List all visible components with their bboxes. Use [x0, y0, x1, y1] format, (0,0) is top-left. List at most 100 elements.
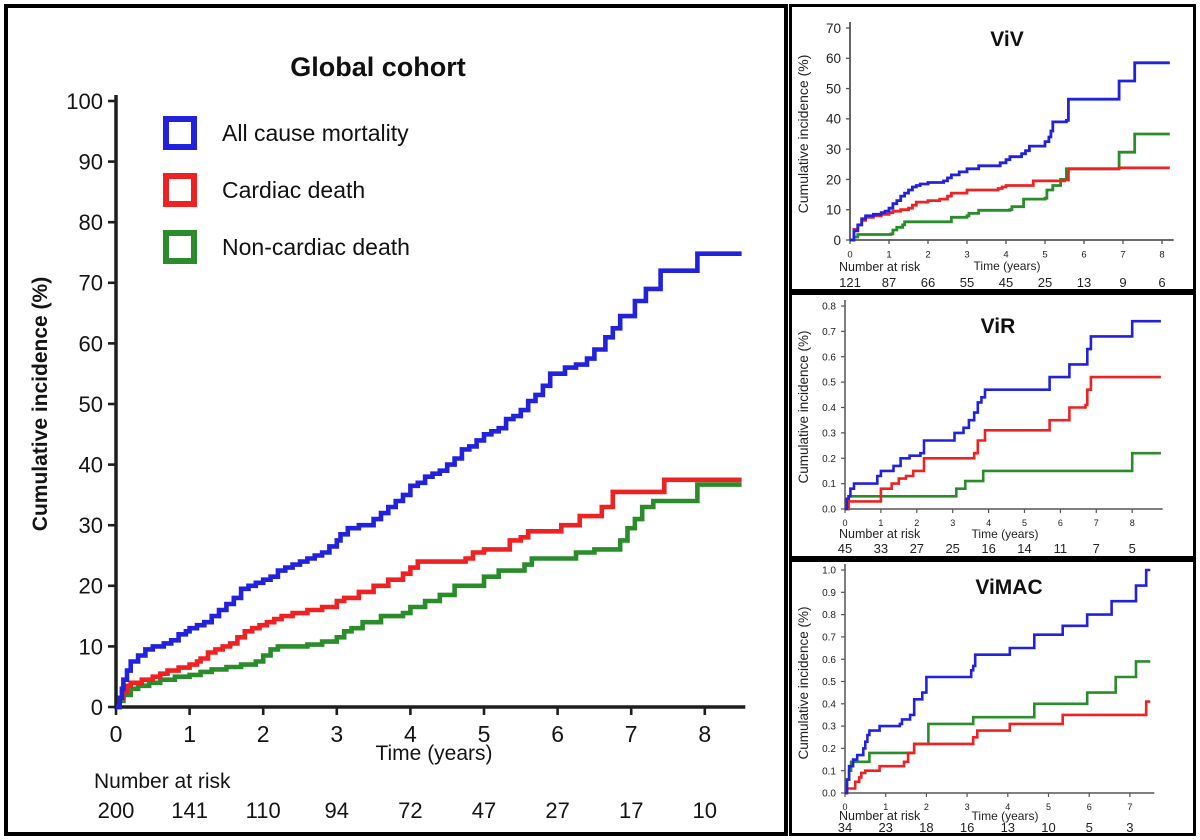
svg-text:5: 5	[1022, 518, 1027, 528]
svg-text:34: 34	[838, 820, 852, 835]
svg-text:10: 10	[693, 798, 717, 823]
legend-item-all-cause-mortality: All cause mortality	[163, 116, 410, 150]
svg-text:0: 0	[842, 518, 847, 528]
svg-text:0: 0	[833, 233, 841, 248]
svg-text:0.5: 0.5	[822, 677, 836, 688]
svg-text:0.9: 0.9	[822, 588, 836, 599]
svg-text:ViMAC: ViMAC	[975, 576, 1042, 599]
svg-text:Number at risk: Number at risk	[839, 527, 921, 541]
svg-text:45: 45	[838, 541, 852, 556]
svg-text:2: 2	[924, 802, 929, 812]
svg-text:0.1: 0.1	[822, 479, 836, 490]
svg-text:40: 40	[79, 453, 103, 478]
svg-text:0.8: 0.8	[822, 302, 836, 313]
svg-text:7: 7	[1093, 541, 1100, 556]
svg-text:1: 1	[883, 802, 888, 812]
svg-text:10: 10	[79, 634, 103, 659]
svg-text:0: 0	[842, 802, 847, 812]
svg-text:10: 10	[826, 203, 841, 218]
svg-text:3: 3	[950, 518, 955, 528]
svg-text:Cumulative incidence (%): Cumulative incidence (%)	[29, 277, 52, 531]
svg-text:6: 6	[1087, 802, 1092, 812]
svg-text:25: 25	[1038, 275, 1052, 290]
svg-text:13: 13	[1077, 275, 1091, 290]
svg-text:2: 2	[257, 721, 270, 747]
svg-text:0: 0	[110, 721, 123, 747]
svg-text:8: 8	[1130, 518, 1135, 528]
svg-text:90: 90	[79, 150, 103, 175]
svg-text:27: 27	[545, 798, 569, 823]
panel-global-cohort	[4, 4, 788, 836]
legend: All cause mortality Cardiac death Non-ca…	[163, 116, 410, 287]
svg-text:9: 9	[1119, 275, 1126, 290]
svg-text:Time (years): Time (years)	[974, 259, 1041, 273]
svg-text:6: 6	[1081, 250, 1086, 261]
svg-text:16: 16	[981, 541, 995, 556]
svg-text:5: 5	[1042, 250, 1047, 261]
svg-text:1: 1	[183, 721, 196, 747]
svg-text:Time (years): Time (years)	[972, 527, 1039, 541]
svg-text:3: 3	[330, 721, 343, 747]
svg-text:Cumulative incidence (%): Cumulative incidence (%)	[795, 55, 811, 214]
svg-text:5: 5	[1129, 541, 1136, 556]
svg-text:20: 20	[79, 574, 103, 599]
vir-chart: 0.00.10.20.30.40.50.60.70.80 1 2 3 4 5 6 7 8ViRC…	[796, 300, 1163, 556]
svg-text:50: 50	[826, 81, 841, 96]
svg-text:70: 70	[79, 271, 103, 296]
svg-text:Time (years): Time (years)	[375, 742, 492, 765]
panel-vimac	[789, 559, 1196, 836]
svg-text:0.5: 0.5	[822, 378, 836, 389]
svg-text:50: 50	[79, 392, 103, 417]
svg-text:4: 4	[1003, 250, 1008, 261]
svg-text:0.2: 0.2	[822, 744, 836, 755]
svg-text:0.7: 0.7	[822, 327, 836, 338]
non-cardiac-death-swatch-icon	[163, 230, 197, 264]
svg-text:10: 10	[1041, 820, 1055, 835]
svg-text:ViV: ViV	[990, 28, 1023, 51]
svg-text:4: 4	[986, 518, 991, 528]
svg-text:11: 11	[1054, 541, 1068, 556]
legend-item-non-cardiac-death: Non-cardiac death	[163, 230, 410, 264]
svg-text:1: 1	[886, 250, 891, 261]
svg-text:0.0: 0.0	[822, 505, 836, 516]
svg-text:17: 17	[619, 798, 643, 823]
svg-text:121: 121	[839, 275, 861, 290]
svg-text:7: 7	[625, 721, 638, 747]
svg-text:4: 4	[404, 721, 417, 747]
svg-text:Global cohort: Global cohort	[290, 52, 466, 82]
svg-text:16: 16	[960, 820, 974, 835]
svg-text:ViR: ViR	[981, 315, 1016, 338]
svg-text:0: 0	[91, 695, 103, 720]
svg-text:6: 6	[1058, 518, 1063, 528]
svg-text:0.6: 0.6	[822, 352, 836, 363]
svg-text:40: 40	[826, 112, 841, 127]
svg-text:5: 5	[1046, 802, 1051, 812]
svg-text:0: 0	[847, 250, 852, 261]
svg-text:18: 18	[919, 820, 933, 835]
svg-text:25: 25	[945, 541, 959, 556]
svg-text:0.0: 0.0	[822, 789, 836, 800]
svg-text:6: 6	[551, 721, 564, 747]
svg-text:3: 3	[1126, 820, 1133, 835]
svg-text:94: 94	[325, 798, 349, 823]
svg-text:8: 8	[1159, 250, 1164, 261]
svg-text:0.3: 0.3	[822, 428, 836, 439]
svg-text:Cumulative incidence (%): Cumulative incidence (%)	[796, 606, 811, 759]
svg-text:55: 55	[960, 275, 974, 290]
svg-text:7: 7	[1120, 250, 1125, 261]
svg-text:60: 60	[826, 51, 841, 66]
svg-text:110: 110	[246, 798, 281, 823]
svg-text:Number at risk: Number at risk	[839, 809, 921, 823]
svg-text:30: 30	[79, 513, 103, 538]
svg-text:14: 14	[1017, 541, 1031, 556]
svg-text:Number at risk: Number at risk	[94, 770, 231, 793]
global-cohort-chart: 0 10 20 30 40 50 60 70 80 90 100 0 1 2 3 4 5 6 7 8 Global co…	[29, 52, 746, 823]
svg-text:30: 30	[826, 142, 841, 157]
svg-text:0.1: 0.1	[822, 766, 836, 777]
svg-text:7: 7	[1127, 802, 1132, 812]
legend-label: Cardiac death	[222, 176, 366, 203]
svg-text:3: 3	[964, 250, 969, 261]
svg-text:80: 80	[79, 210, 103, 235]
svg-text:0.7: 0.7	[822, 633, 836, 644]
